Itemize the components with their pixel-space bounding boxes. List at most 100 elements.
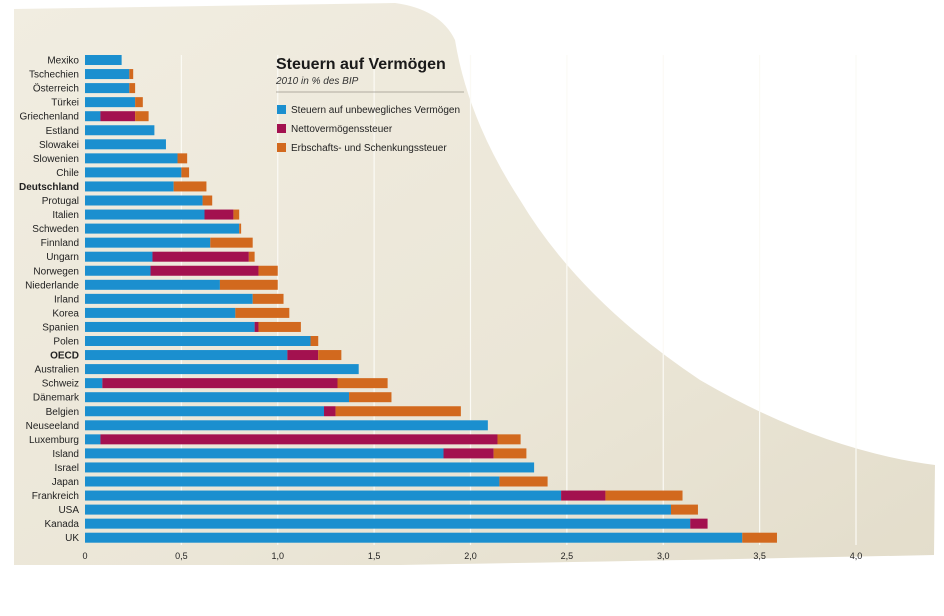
bar-segment [561, 490, 606, 501]
bar-segment [85, 251, 153, 262]
bar-segment [85, 69, 130, 80]
bar-segment [102, 378, 338, 389]
bar-segment [85, 532, 743, 543]
category-label: Israel [55, 463, 79, 474]
bar-segment [443, 448, 494, 459]
bar-segment [152, 251, 249, 262]
bar-segment [239, 223, 242, 234]
bar-segment [85, 181, 174, 192]
bar-segment [85, 223, 240, 234]
category-label: Neuseeland [26, 421, 79, 432]
bar-segment [85, 462, 535, 473]
x-tick-label: 3,0 [657, 551, 670, 561]
x-tick-label: 0 [82, 551, 87, 561]
bar-segment [85, 97, 136, 108]
category-label: Dänemark [33, 393, 80, 404]
category-label: Australien [35, 365, 79, 376]
category-label: Slowakei [39, 140, 79, 151]
category-label: UK [65, 533, 79, 544]
x-tick-label: 4,0 [850, 551, 863, 561]
bar-segment [173, 181, 207, 192]
legend-swatch [277, 105, 286, 114]
chart-header: Steuern auf Vermögen 2010 in % des BIP [275, 56, 464, 93]
bar-segment [493, 448, 527, 459]
bar-segment [233, 209, 240, 220]
x-axis-ticks: 0 0,5 1,0 1,5 2,0 2,5 3,0 3,5 4,0 [82, 551, 862, 561]
category-label: Tschechien [29, 70, 79, 81]
bar-segment [85, 420, 488, 431]
category-label: Japan [52, 477, 79, 488]
bar-segment [318, 350, 342, 361]
bar-segment [258, 321, 301, 332]
legend-swatch [277, 143, 286, 152]
category-label: Schweiz [42, 379, 79, 390]
x-tick-label: 0,5 [175, 551, 188, 561]
x-tick-label: 3,5 [753, 551, 766, 561]
legend-label: Erbschafts- und Schenkungssteuer [291, 143, 447, 154]
legend: Steuern auf unbewegliches Vermögen Nettov… [277, 105, 460, 154]
bar-segment [85, 392, 350, 403]
bar-segment [150, 265, 259, 276]
legend-swatch [277, 124, 286, 133]
bar-segment [204, 209, 234, 220]
bar-segment [85, 55, 122, 65]
x-tick-label: 2,5 [561, 551, 574, 561]
category-label: Polen [53, 337, 79, 348]
bar-segment [85, 293, 253, 304]
category-label: Island [52, 449, 79, 460]
bar-segment [85, 195, 203, 206]
category-label: Chile [56, 168, 79, 179]
x-tick-label: 2,0 [464, 551, 477, 561]
category-label: Slowenien [33, 154, 79, 165]
bar-segment [85, 125, 155, 136]
bar-segment [85, 448, 444, 459]
legend-label: Steuern auf unbewegliches Vermögen [291, 105, 460, 116]
bar-segment [287, 350, 319, 361]
category-label: Irland [54, 294, 79, 305]
bar-segment [85, 350, 288, 361]
chart-subtitle: 2010 in % des BIP [275, 76, 359, 87]
x-tick-label: 1,0 [271, 551, 284, 561]
category-label: Korea [52, 308, 79, 319]
bar-segment [85, 209, 205, 220]
legend-label: Nettovermögenssteuer [291, 124, 393, 135]
bar-segment [210, 237, 253, 248]
bar-segment [85, 279, 220, 290]
category-label: Luxemburg [29, 435, 79, 446]
category-label: Estland [46, 126, 79, 137]
bar-segment [85, 153, 178, 164]
bar-segment [85, 490, 562, 501]
bar-segment [202, 195, 213, 206]
bar-segment [85, 476, 500, 487]
category-label: Niederlande [25, 280, 79, 291]
chart-title: Steuern auf Vermögen [276, 56, 446, 73]
bar-segment [135, 97, 143, 108]
bar-segment [258, 265, 278, 276]
bar-segment [85, 265, 151, 276]
bar-segment [85, 321, 255, 332]
bar-segment [100, 434, 498, 445]
bar-segment [497, 434, 521, 445]
x-tick-label: 1,5 [368, 551, 381, 561]
bar-segment [85, 406, 325, 417]
category-label: Spanien [42, 322, 79, 333]
bar-segment [85, 139, 166, 150]
bar-segment [129, 69, 134, 80]
bar-segment [129, 83, 136, 94]
bar-segment [335, 406, 461, 417]
category-label: Italien [52, 210, 79, 221]
bar-segment [85, 364, 359, 375]
category-label: Protugal [42, 196, 79, 207]
bar-segment [219, 279, 278, 290]
bar-segment [252, 293, 284, 304]
category-label: Griechenland [20, 112, 79, 123]
bar-segment [85, 83, 130, 94]
category-label: Türkei [51, 98, 79, 109]
bar-segment [310, 336, 319, 346]
bar-segment [85, 237, 211, 248]
bar-segment [181, 167, 190, 178]
bar-segment [248, 251, 255, 262]
category-label: Österreich [33, 83, 79, 95]
bar-segment [605, 490, 683, 501]
